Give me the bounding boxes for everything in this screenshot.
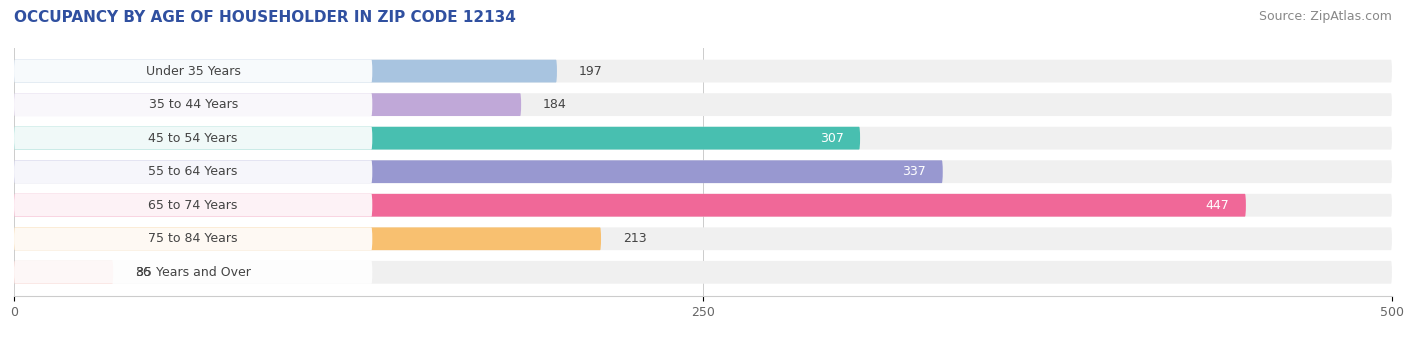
FancyBboxPatch shape [14,261,373,284]
Text: 55 to 64 Years: 55 to 64 Years [149,165,238,178]
FancyBboxPatch shape [14,160,943,183]
FancyBboxPatch shape [14,160,373,183]
FancyBboxPatch shape [14,194,373,217]
FancyBboxPatch shape [14,127,860,150]
FancyBboxPatch shape [14,160,1392,183]
FancyBboxPatch shape [14,60,557,83]
Text: 65 to 74 Years: 65 to 74 Years [149,199,238,212]
Text: 213: 213 [623,232,647,245]
Text: Under 35 Years: Under 35 Years [146,65,240,78]
FancyBboxPatch shape [14,227,373,250]
FancyBboxPatch shape [14,127,1392,150]
Text: 447: 447 [1205,199,1229,212]
Text: 35 to 44 Years: 35 to 44 Years [149,98,238,111]
Text: 184: 184 [543,98,567,111]
Text: 36: 36 [135,266,150,279]
FancyBboxPatch shape [14,261,1392,284]
FancyBboxPatch shape [14,93,373,116]
FancyBboxPatch shape [14,60,373,83]
Text: 337: 337 [903,165,927,178]
Text: 45 to 54 Years: 45 to 54 Years [149,132,238,144]
Text: Source: ZipAtlas.com: Source: ZipAtlas.com [1258,10,1392,23]
FancyBboxPatch shape [14,93,1392,116]
Text: 75 to 84 Years: 75 to 84 Years [149,232,238,245]
FancyBboxPatch shape [14,227,600,250]
FancyBboxPatch shape [14,127,373,150]
FancyBboxPatch shape [14,261,114,284]
FancyBboxPatch shape [14,60,1392,83]
Text: OCCUPANCY BY AGE OF HOUSEHOLDER IN ZIP CODE 12134: OCCUPANCY BY AGE OF HOUSEHOLDER IN ZIP C… [14,10,516,25]
FancyBboxPatch shape [14,93,522,116]
FancyBboxPatch shape [14,194,1392,217]
Text: 197: 197 [579,65,603,78]
FancyBboxPatch shape [14,227,1392,250]
Text: 307: 307 [820,132,844,144]
Text: 85 Years and Over: 85 Years and Over [136,266,250,279]
FancyBboxPatch shape [14,194,1246,217]
